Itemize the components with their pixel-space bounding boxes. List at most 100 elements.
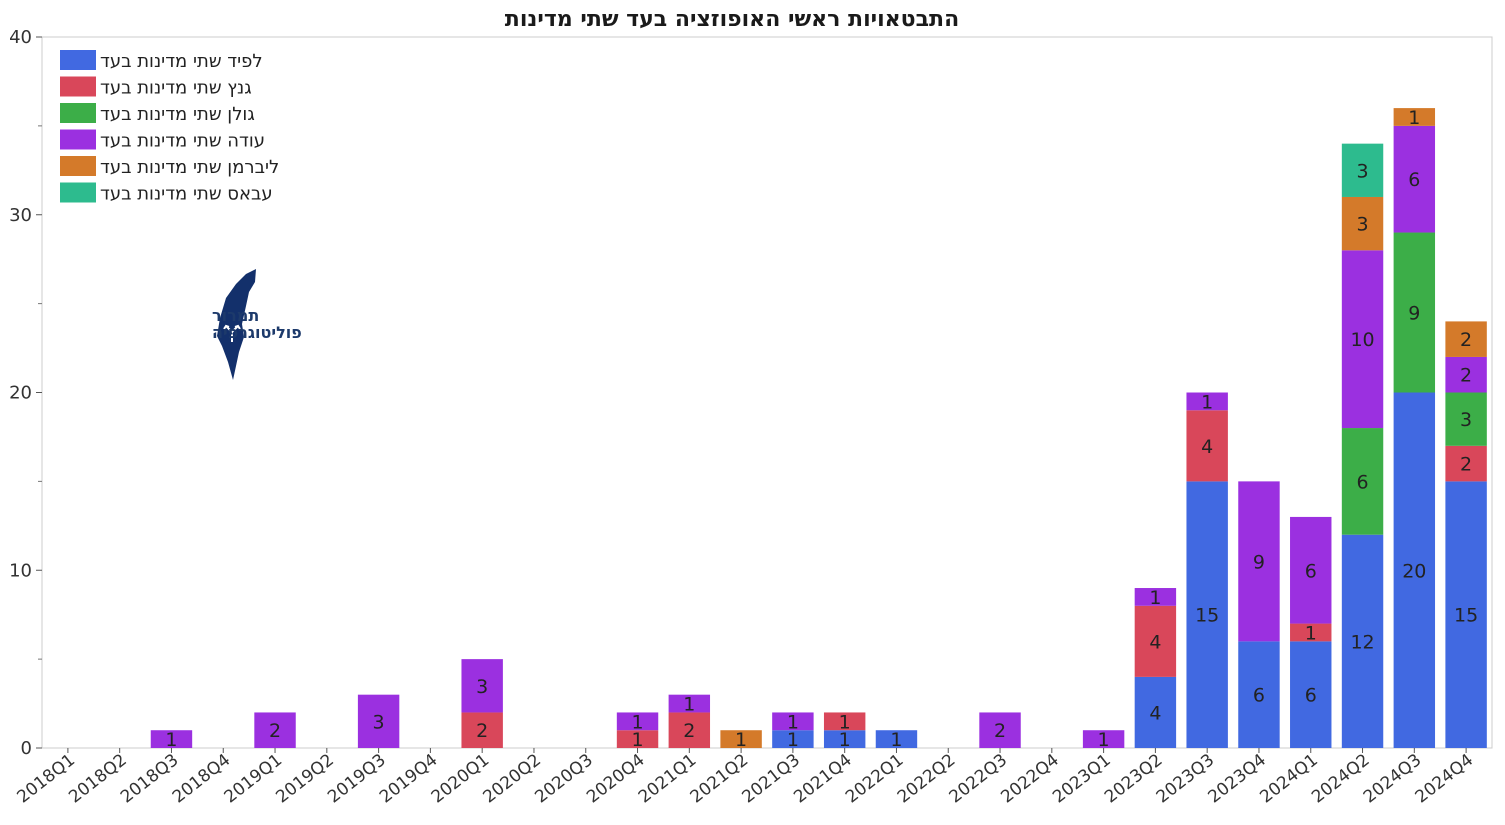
x-tick-label: 2021Q1 <box>635 750 700 807</box>
legend-label: ליברמן שתי מדינות בעד <box>100 157 279 178</box>
bar-segment <box>1341 250 1384 429</box>
legend-swatch <box>60 129 96 150</box>
chart-title: התבטאויות ראשי האופוזציה בעד שתי מדינות <box>505 7 959 32</box>
x-tick-label: 2024Q2 <box>1308 750 1373 807</box>
bar-value-label: 4 <box>1201 436 1213 458</box>
bar-segment <box>1134 588 1177 606</box>
x-tick-label: 2019Q4 <box>376 750 441 807</box>
bar-segment <box>1393 232 1436 393</box>
bar-value-label: 1 <box>1149 587 1161 609</box>
x-tick-label: 2020Q2 <box>480 750 545 807</box>
x-tick-label: 2020Q1 <box>428 750 493 807</box>
bar-segment <box>1290 641 1332 748</box>
bar-value-label: 2 <box>269 720 281 742</box>
legend-label: עבאס שתי מדינות בעד <box>100 184 273 205</box>
bar-value-label: 6 <box>1305 560 1317 582</box>
bar-value-label: 1 <box>1098 729 1110 751</box>
bar-segment <box>1134 605 1177 677</box>
bar-segment <box>150 730 193 748</box>
bar-segment <box>720 730 762 748</box>
bar-value-label: 2 <box>476 720 488 742</box>
bar-segment <box>772 730 814 748</box>
bar-value-label: 6 <box>1253 685 1265 707</box>
bar-value-label: 3 <box>1460 409 1472 431</box>
x-tick-label: 2019Q3 <box>324 750 389 807</box>
x-axis: 2018Q12018Q22018Q32018Q42019Q12019Q22019… <box>13 748 1477 807</box>
bar-segment <box>1445 445 1487 482</box>
y-tick-label: 0 <box>21 738 32 759</box>
bar-value-label: 1 <box>787 711 799 733</box>
x-tick-label: 2019Q1 <box>221 750 286 807</box>
x-tick-label: 2021Q4 <box>790 750 855 807</box>
bar-value-label: 1 <box>735 729 747 751</box>
bar-value-label: 1 <box>1305 622 1317 644</box>
bar-segment <box>616 730 659 748</box>
bar-value-label: 2 <box>1460 365 1472 387</box>
bar-value-label: 1 <box>839 729 851 751</box>
x-tick-label: 2024Q1 <box>1256 750 1321 807</box>
bar-segment <box>1238 481 1280 642</box>
bar-value-label: 15 <box>1454 605 1478 627</box>
y-tick-label: 20 <box>9 383 32 404</box>
bar-segment <box>1393 125 1436 233</box>
bar-segment <box>668 712 711 748</box>
legend-swatch <box>60 103 96 123</box>
bar-segment <box>1445 481 1487 748</box>
bar-segment <box>772 712 814 731</box>
x-tick-label: 2022Q2 <box>894 750 959 807</box>
x-tick-label: 2018Q2 <box>65 750 130 807</box>
bar-segment <box>1341 428 1384 535</box>
israel-map-icon <box>217 269 256 380</box>
bar-segment <box>616 712 659 731</box>
bar-segment <box>1445 356 1487 393</box>
bar-value-label: 9 <box>1408 303 1420 325</box>
bar-value-label: 1 <box>1408 107 1420 129</box>
x-tick-label: 2018Q3 <box>117 750 182 807</box>
bar-value-label: 12 <box>1350 631 1374 653</box>
y-tick-label: 30 <box>9 205 32 226</box>
logo: תמרור פוליטוגרפיה <box>212 269 302 380</box>
y-axis: 0 10 20 30 40 <box>9 27 42 759</box>
x-tick-label: 2023Q1 <box>1049 750 1114 807</box>
bar-segment <box>254 712 296 748</box>
legend-label: לפיד שתי מדינות בעד <box>100 51 263 72</box>
x-tick-label: 2021Q3 <box>738 750 803 807</box>
bar-value-label: 20 <box>1402 560 1426 582</box>
bar-value-label: 10 <box>1350 329 1374 351</box>
x-tick-label: 2021Q2 <box>687 750 752 807</box>
bar-segment <box>668 694 711 713</box>
bar-value-label: 4 <box>1149 702 1161 724</box>
bar-value-label: 1 <box>787 729 799 751</box>
bar-segment <box>1393 108 1436 126</box>
bar-value-label: 4 <box>1149 631 1161 653</box>
bar-value-label: 6 <box>1356 471 1368 493</box>
bar-segment <box>1341 534 1384 748</box>
bar-segment <box>823 730 866 748</box>
logo-line2: פוליטוגרפיה <box>212 323 302 342</box>
bar-segment <box>979 712 1021 748</box>
x-tick-label: 2023Q2 <box>1101 750 1166 807</box>
bar-value-label: 1 <box>631 729 643 751</box>
bar-segment <box>461 659 503 713</box>
legend-swatch <box>60 156 96 176</box>
bar-value-label: 2 <box>683 720 695 742</box>
bar-segment <box>1445 321 1487 357</box>
bar-value-label: 15 <box>1195 605 1219 627</box>
bar-value-label: 3 <box>1356 160 1368 182</box>
legend-swatch <box>60 50 96 70</box>
bar-segment <box>1134 676 1177 748</box>
bar-segment <box>461 712 503 748</box>
bar-segment <box>1445 392 1487 446</box>
x-tick-label: 2020Q3 <box>531 750 596 807</box>
bar-segment <box>1290 623 1332 642</box>
bar-segment <box>823 712 866 731</box>
legend-label: גולן שתי מדינות בעד <box>100 104 255 125</box>
x-tick-label: 2023Q4 <box>1205 750 1270 807</box>
x-tick-label: 2024Q3 <box>1360 750 1425 807</box>
bar-segment <box>1393 392 1436 748</box>
legend-label: עודה שתי מדינות בעד <box>100 131 265 152</box>
bar-segment <box>1238 641 1280 748</box>
bar-segment <box>1186 410 1228 482</box>
